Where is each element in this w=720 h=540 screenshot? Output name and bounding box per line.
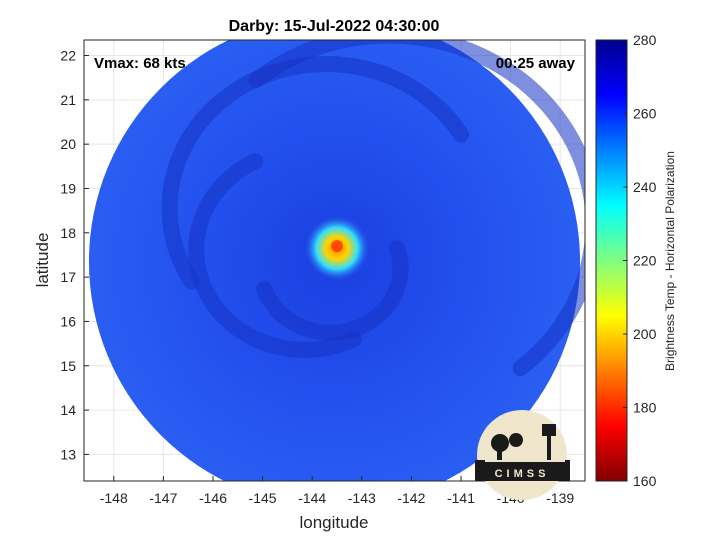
rain-bands <box>161 40 585 377</box>
colorbar-tick-label: 260 <box>633 106 657 122</box>
x-tick-label: -146 <box>199 490 227 506</box>
y-tick-label: 13 <box>60 446 76 462</box>
colorbar-tick-label: 240 <box>633 179 657 195</box>
x-tick-label: -143 <box>348 490 376 506</box>
logo-text: CIMSS <box>495 468 550 480</box>
rain-band <box>161 55 469 290</box>
y-tick-label: 15 <box>60 358 76 374</box>
rain-band <box>248 40 585 377</box>
rain-band <box>188 153 362 358</box>
x-tick-label: -147 <box>149 490 177 506</box>
colorbar-tick-label: 180 <box>633 400 657 416</box>
x-tick-label: -144 <box>298 490 326 506</box>
x-tick-label: -142 <box>397 490 425 506</box>
y-tick-label: 16 <box>60 313 76 329</box>
y-tick-label: 14 <box>60 402 76 418</box>
colorbar-tick-label: 280 <box>633 32 657 48</box>
colorbar-label: Brightness Temp - Horizontal Polarizatio… <box>663 151 677 371</box>
y-axis-label: latitude <box>33 233 52 288</box>
x-tick-label: -148 <box>100 490 128 506</box>
colorbar <box>595 39 628 482</box>
colorbar-tick-label: 200 <box>633 326 657 342</box>
y-tick-label: 17 <box>60 269 76 285</box>
y-tick-label: 22 <box>60 48 76 64</box>
y-axis-ticks: 13 14 15 16 17 18 19 20 21 22 <box>60 48 89 462</box>
y-tick-label: 18 <box>60 225 76 241</box>
colorbar-tick-label: 160 <box>633 473 657 489</box>
vmax-annotation: Vmax: 68 kts <box>94 55 186 72</box>
time-offset-annotation: 00:25 away <box>496 55 576 72</box>
cimss-logo: CIMSS <box>475 410 570 500</box>
axes-frame <box>83 39 586 482</box>
colorbar-tick-label: 220 <box>633 253 657 269</box>
x-axis-ticks: -148-147-146-145-144-143-142-141-140-139 <box>100 476 574 506</box>
x-tick-label: -141 <box>447 490 475 506</box>
y-tick-label: 21 <box>60 92 76 108</box>
x-tick-label: -139 <box>546 490 574 506</box>
eyewall-core <box>330 240 343 253</box>
y-tick-label: 19 <box>60 180 76 196</box>
x-axis-label: longitude <box>299 513 368 532</box>
x-tick-label: -145 <box>249 490 277 506</box>
chart-title: Darby: 15-Jul-2022 04:30:00 <box>229 18 440 35</box>
y-tick-label: 20 <box>60 136 76 152</box>
colorbar-ticks: 160 180 200 220 240 260 280 <box>623 32 657 489</box>
rain-band <box>256 240 409 341</box>
